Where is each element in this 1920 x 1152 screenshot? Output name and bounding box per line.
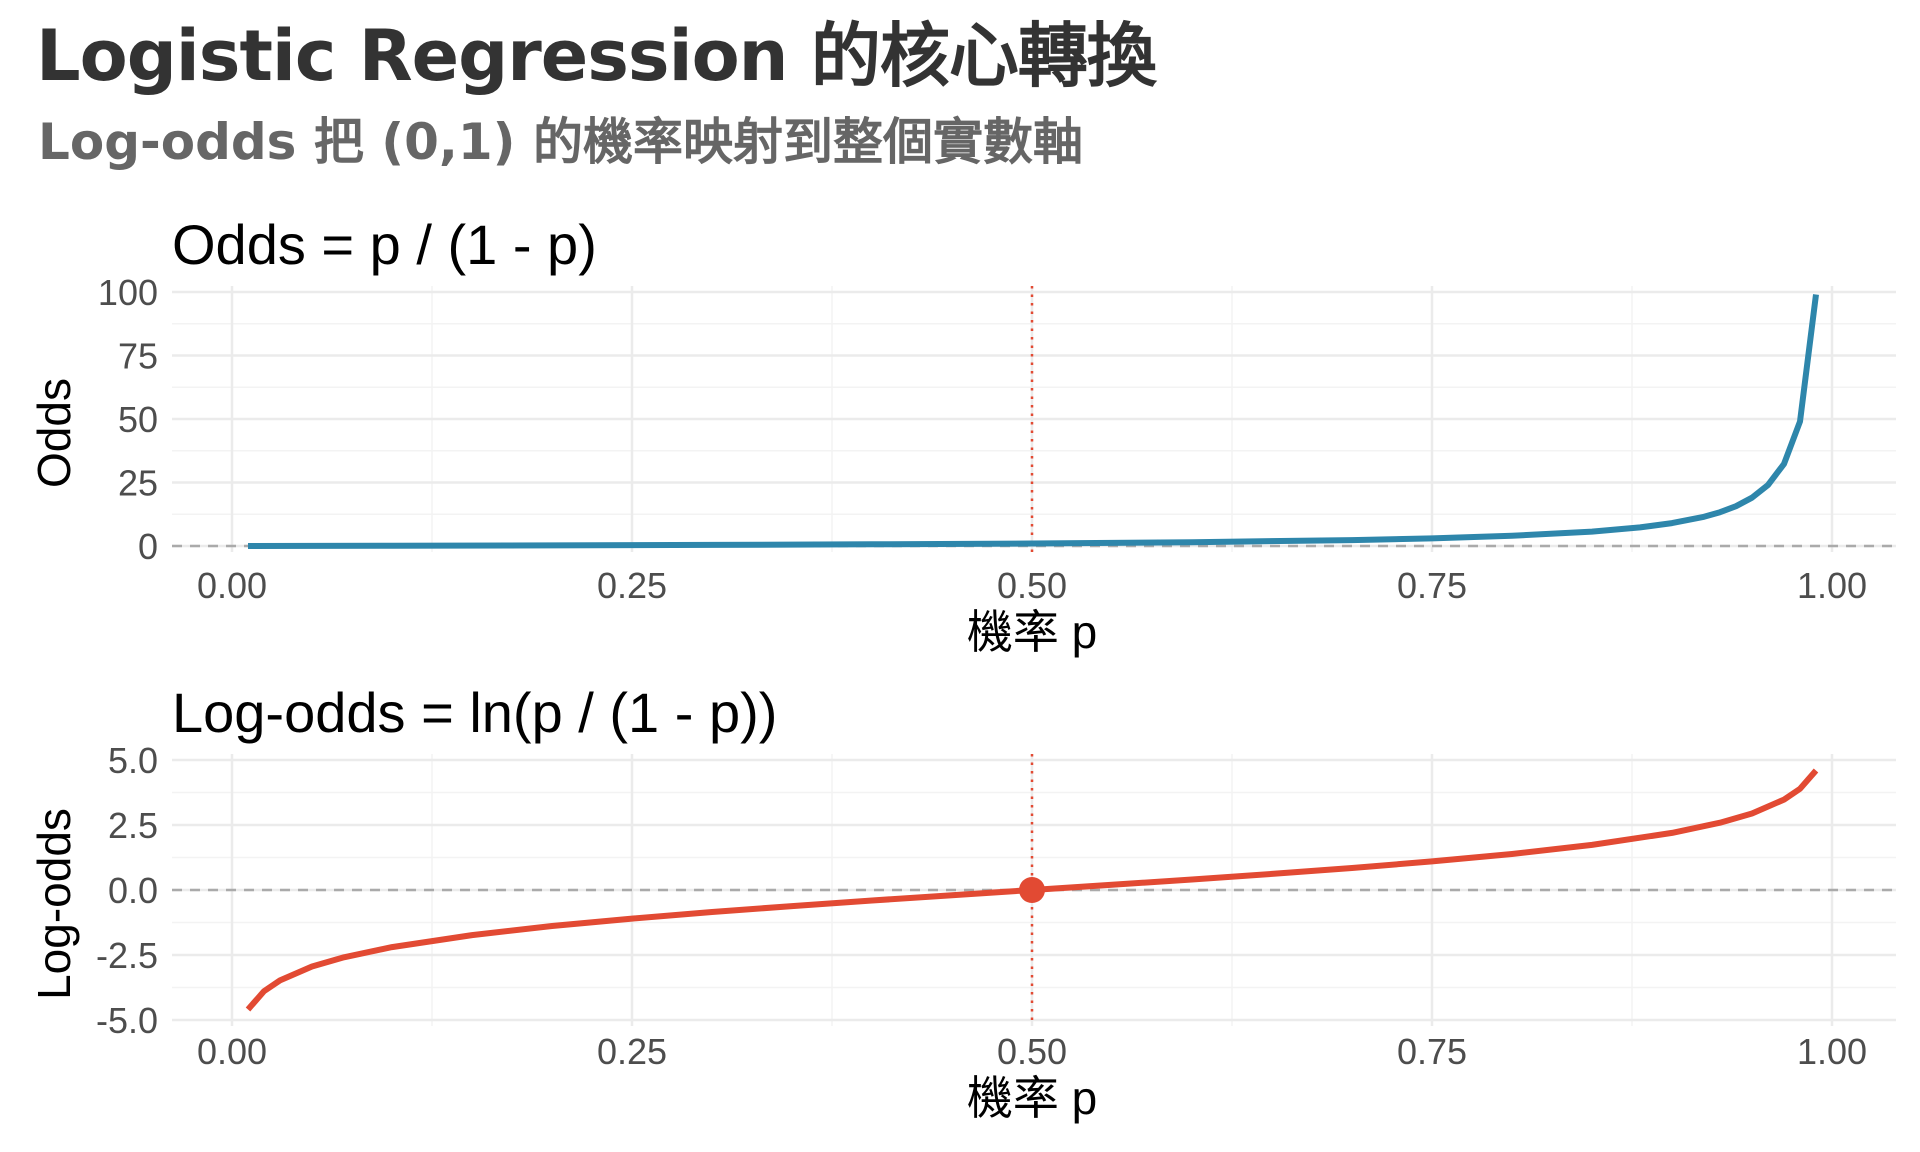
panel1-x-tick-label: 0.50 [997,565,1067,606]
panel1-y-tick-label: 50 [118,399,158,440]
panel2-highlight-point [1019,877,1045,903]
panel2-x-axis-label: 機率 p [967,1072,1097,1124]
page-title: Logistic Regression 的核心轉換 [36,15,1157,97]
panel1-x-tick-label: 0.75 [1397,565,1467,606]
panel2-title: Log-odds = ln(p / (1 - p)) [172,681,777,744]
panel1-y-tick-label: 0 [138,526,158,567]
panel2-y-axis-label: Log-odds [28,808,80,1000]
panel2-x-tick-label: 0.75 [1397,1031,1467,1072]
panel1-y-tick-label: 100 [98,272,158,313]
panel1-y-axis-label: Odds [28,378,80,488]
panel1-y-tick-label: 25 [118,463,158,504]
panel1-x-tick-label: 0.00 [197,565,267,606]
panel2-x-tick-label: 0.25 [597,1031,667,1072]
panel1-series-line [247,294,1819,549]
panel2-y-tick-label: 0.0 [108,870,158,911]
panel1-x-tick-label: 0.25 [597,565,667,606]
panel1-title: Odds = p / (1 - p) [172,213,597,276]
panel1-y-tick-label: 75 [118,336,158,377]
panel1-x-tick-label: 1.00 [1797,565,1867,606]
panel2-x-tick-label: 0.00 [197,1031,267,1072]
panel2-y-tick-label: 2.5 [108,805,158,846]
panel2-x-tick-label: 1.00 [1797,1031,1867,1072]
panel2-y-tick-label: -2.5 [96,935,158,976]
panel2-y-tick-label: 5.0 [108,740,158,781]
panel2-y-tick-label: -5.0 [96,1000,158,1041]
panel2-x-tick-label: 0.50 [997,1031,1067,1072]
page-subtitle: Log-odds 把 (0,1) 的機率映射到整個實數軸 [38,113,1083,171]
panel1-x-axis-label: 機率 p [967,606,1097,658]
